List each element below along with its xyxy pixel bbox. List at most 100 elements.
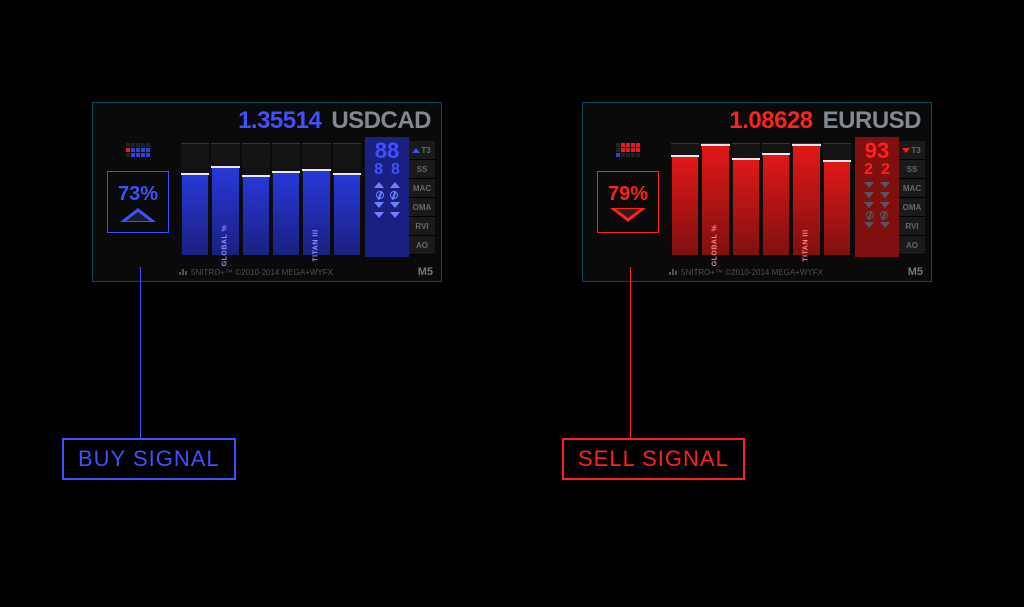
sub-numbers: 88 — [365, 162, 409, 178]
bar-cap — [242, 175, 270, 177]
indicator-arrow-up-icon — [412, 148, 420, 153]
arrow-up-icon — [120, 208, 156, 222]
mini-reload-icon — [376, 191, 384, 199]
callout-line — [140, 267, 141, 438]
indicator-label: OMA — [413, 203, 432, 212]
bar-slot — [823, 143, 851, 255]
panel-body: 73%GLOBAL %TITAN III8888T3SSMACOMARVIAO — [93, 137, 441, 257]
indicator-label: T3 — [421, 146, 430, 155]
indicator-row: OMA — [899, 198, 925, 217]
mini-arrow-down-icon — [864, 192, 874, 198]
mini-arrow-down-icon — [374, 212, 384, 218]
footer-bars-icon — [669, 269, 677, 275]
mini-reload-icon — [866, 211, 874, 219]
indicator-row: MAC — [899, 179, 925, 198]
bar-cap — [211, 166, 239, 168]
mini-arrow-down-icon — [390, 202, 400, 208]
bar-fill — [273, 173, 299, 255]
led-grid-icon — [126, 143, 150, 157]
mini-arrow-down-icon — [880, 192, 890, 198]
mini-reload-icon — [390, 191, 398, 199]
indicator-row: SS — [409, 160, 435, 179]
mini-arrow-row — [365, 210, 409, 220]
buy-signal-callout: BUY SIGNAL — [62, 438, 236, 480]
indicator-label: MAC — [413, 184, 431, 193]
sub-number: 2 — [864, 162, 873, 178]
indicator-label: T3 — [911, 146, 920, 155]
bar-slot — [242, 143, 270, 255]
indicator-column: T3 SS MAC OMA RVI AO — [409, 137, 435, 257]
big-number: 93 — [855, 141, 899, 162]
mini-arrow-down-icon — [864, 202, 874, 208]
bar-slot — [181, 143, 209, 255]
indicator-label: OMA — [903, 203, 922, 212]
bar-cap — [272, 171, 300, 173]
indicator-label: AO — [416, 241, 428, 250]
indicator-row: T3 — [409, 141, 435, 160]
sub-number: 2 — [881, 162, 890, 178]
sell-signal-callout: SELL SIGNAL — [562, 438, 745, 480]
percentage-box: 79% — [597, 171, 659, 233]
bar-fill — [334, 175, 360, 255]
bar-label: GLOBAL % — [222, 225, 229, 267]
bar-fill — [182, 175, 208, 255]
left-column: 79% — [589, 137, 667, 257]
bar-cap — [701, 144, 729, 146]
indicator-row: AO — [409, 236, 435, 255]
bar-slot: TITAN III — [302, 143, 330, 255]
bar-cap — [302, 169, 330, 171]
bar-slot — [272, 143, 300, 255]
indicator-label: SS — [907, 165, 918, 174]
mini-arrow-row — [855, 180, 899, 190]
indicator-label: RVI — [905, 222, 918, 231]
mini-arrow-row — [855, 220, 899, 230]
indicator-row: SS — [899, 160, 925, 179]
bar-cap — [732, 158, 760, 160]
strength-bars: GLOBAL %TITAN III — [667, 137, 855, 255]
bar-fill — [824, 162, 850, 255]
mini-reload-icon — [880, 211, 888, 219]
led-grid-icon — [616, 143, 640, 157]
arrow-down-icon — [610, 208, 646, 222]
mini-arrow-down-icon — [864, 182, 874, 188]
indicator-label: SS — [417, 165, 428, 174]
mini-arrow-row — [365, 180, 409, 190]
mini-arrow-row — [855, 200, 899, 210]
footer-text: 5NITRO+™ ©2010-2014 MEGA+WYFX — [669, 268, 823, 277]
percentage-box: 73% — [107, 171, 169, 233]
price-value: 1.08628 — [729, 107, 812, 135]
bar-fill — [733, 160, 759, 255]
bar-slot — [732, 143, 760, 255]
bar-slot — [762, 143, 790, 255]
panel-footer: 5NITRO+™ ©2010-2014 MEGA+WYFXM5 — [179, 266, 433, 278]
indicator-column: T3SSMACOMARVIAO — [899, 137, 925, 257]
bar-label: TITAN III — [803, 229, 810, 261]
sub-number: 8 — [374, 162, 383, 178]
bar-cap — [792, 144, 820, 146]
callout-line — [630, 267, 631, 438]
mini-arrow-row — [365, 190, 409, 200]
mini-arrow-down-icon — [374, 202, 384, 208]
currency-pair: USDCAD — [331, 107, 431, 135]
sub-number: 8 — [391, 162, 400, 178]
indicator-row: RVI — [409, 217, 435, 236]
mini-arrow-down-icon — [864, 222, 874, 228]
mini-arrow-up-icon — [390, 182, 400, 188]
indicator-arrow-down-icon — [902, 148, 910, 153]
price-value: 1.35514 — [238, 107, 321, 135]
bar-slot: GLOBAL % — [701, 143, 729, 255]
mini-arrow-down-icon — [880, 182, 890, 188]
mini-arrow-row — [855, 190, 899, 200]
bar-label: GLOBAL % — [712, 225, 719, 267]
footer-text: 5NITRO+™ ©2010-2014 MEGA+WYFX — [179, 268, 333, 277]
percentage-value: 79% — [608, 183, 648, 206]
bar-fill — [243, 177, 269, 255]
sub-numbers: 22 — [855, 162, 899, 178]
left-column: 73% — [99, 137, 177, 257]
bar-cap — [823, 160, 851, 162]
buy-signal-panel: 1.35514 USDCAD 73% GLOBAL % TITAN III 8888 T3 S… — [92, 102, 442, 282]
indicator-row: MAC — [409, 179, 435, 198]
panel-footer: 5NITRO+™ ©2010-2014 MEGA+WYFXM5 — [669, 266, 923, 278]
mini-arrow-down-icon — [390, 212, 400, 218]
indicator-label: RVI — [415, 222, 428, 231]
